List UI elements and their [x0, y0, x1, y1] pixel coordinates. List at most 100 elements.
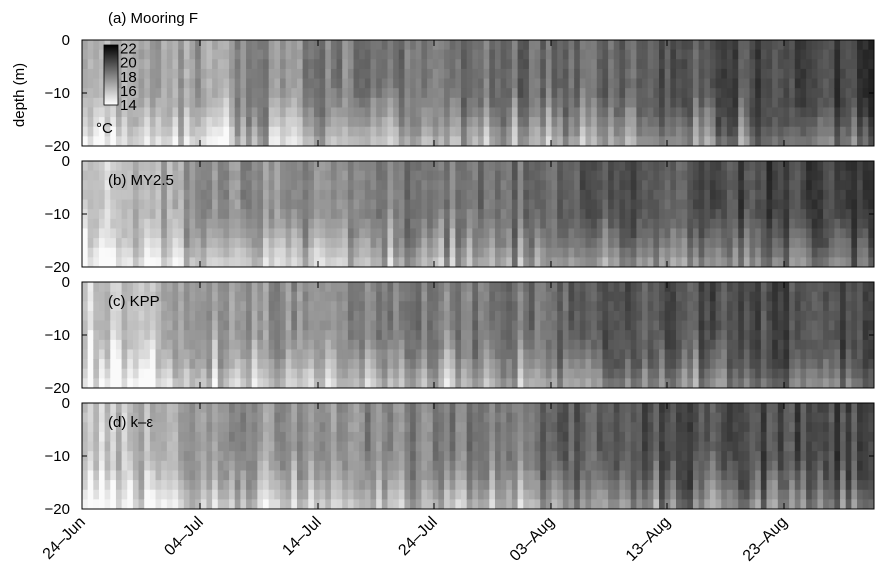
heat-cell	[449, 78, 456, 89]
heat-cell	[421, 368, 428, 379]
heat-cell	[868, 291, 874, 302]
heat-cell	[87, 320, 94, 331]
heat-cell	[325, 301, 332, 312]
heat-cell	[93, 470, 100, 481]
heat-cell	[868, 59, 874, 70]
heat-cell	[240, 199, 247, 210]
heat-cell	[121, 189, 128, 201]
heat-cell	[370, 189, 377, 201]
heat-cell	[478, 330, 485, 341]
heat-cell	[676, 310, 683, 322]
heat-cell	[240, 170, 247, 181]
heat-cell	[681, 161, 688, 172]
heat-cell	[268, 301, 275, 312]
heat-cell	[579, 238, 587, 249]
heat-cell	[121, 451, 128, 462]
heat-cell	[777, 378, 785, 388]
heat-cell	[347, 136, 355, 146]
heat-cell	[551, 218, 558, 230]
heat-cell	[336, 40, 343, 51]
heat-cell	[200, 301, 208, 312]
heat-cell	[794, 359, 802, 370]
heat-cell	[534, 238, 541, 249]
heat-cell	[591, 247, 598, 258]
heat-cell	[251, 161, 258, 172]
heat-cell	[438, 282, 445, 293]
heat-cell	[359, 189, 366, 201]
heat-cell	[421, 320, 428, 331]
heat-cell	[212, 301, 219, 312]
heat-cell	[743, 247, 751, 258]
heat-cell	[466, 378, 473, 388]
heat-cell	[851, 68, 858, 80]
heat-cell	[455, 238, 462, 249]
heat-cell	[489, 291, 496, 302]
heat-cell	[398, 199, 406, 210]
heat-cell	[676, 247, 683, 258]
heat-cell	[528, 136, 536, 146]
heat-cell	[342, 180, 349, 191]
heat-cell	[172, 282, 179, 293]
heat-cell	[732, 368, 739, 379]
heat-cell	[438, 218, 445, 230]
heat-cell	[857, 320, 864, 331]
heat-cell	[608, 49, 615, 60]
heat-cell	[483, 238, 490, 249]
heat-cell	[851, 310, 858, 322]
heat-cell	[659, 170, 666, 181]
heat-cell	[709, 199, 717, 210]
heat-cell	[455, 291, 462, 302]
heat-cell	[104, 238, 111, 249]
heat-cell	[868, 339, 874, 351]
heat-cell	[579, 320, 587, 331]
heat-cell	[149, 136, 157, 146]
heat-cell	[806, 88, 813, 99]
heat-cell	[427, 180, 434, 191]
heat-cell	[681, 170, 688, 181]
heat-cell	[523, 301, 530, 312]
heat-cell	[715, 247, 722, 258]
heat-cell	[302, 68, 309, 80]
heat-cell	[506, 40, 513, 51]
heat-cell	[834, 107, 841, 118]
heat-cell	[410, 59, 417, 70]
heat-cell	[319, 136, 326, 146]
heat-cell	[229, 189, 236, 201]
heat-cell	[642, 88, 649, 99]
heat-cell	[642, 378, 649, 388]
heat-cell	[200, 257, 208, 267]
heat-cell	[325, 320, 332, 331]
heat-cell	[625, 209, 632, 220]
heat-cell	[551, 359, 558, 370]
heat-cell	[625, 107, 632, 118]
heat-cell	[642, 349, 649, 360]
heat-cell	[494, 349, 502, 360]
heat-cell	[234, 209, 241, 220]
heat-cell	[806, 218, 813, 230]
heat-cell	[370, 368, 377, 379]
heat-cell	[138, 282, 145, 293]
heat-cell	[840, 378, 847, 388]
heat-cell	[574, 228, 581, 239]
heat-cell	[115, 320, 123, 331]
heat-cell	[630, 78, 637, 89]
heat-cell	[161, 359, 168, 370]
heat-cell	[98, 301, 106, 312]
heat-cell	[766, 117, 773, 128]
heat-cell	[625, 247, 632, 258]
heat-cell	[438, 68, 445, 80]
heat-cell	[834, 282, 841, 293]
heat-cell	[415, 320, 423, 331]
heat-cell	[613, 170, 621, 181]
heat-cell	[415, 378, 423, 388]
heat-cell	[438, 238, 445, 249]
heat-cell	[115, 470, 123, 481]
heat-cell	[568, 291, 575, 302]
heat-cell	[749, 107, 756, 118]
heat-cell	[291, 282, 298, 293]
heat-cell	[709, 40, 717, 51]
heat-cell	[444, 126, 451, 137]
heat-cell	[274, 189, 281, 201]
heat-cell	[132, 59, 140, 70]
heat-cell	[845, 257, 852, 267]
